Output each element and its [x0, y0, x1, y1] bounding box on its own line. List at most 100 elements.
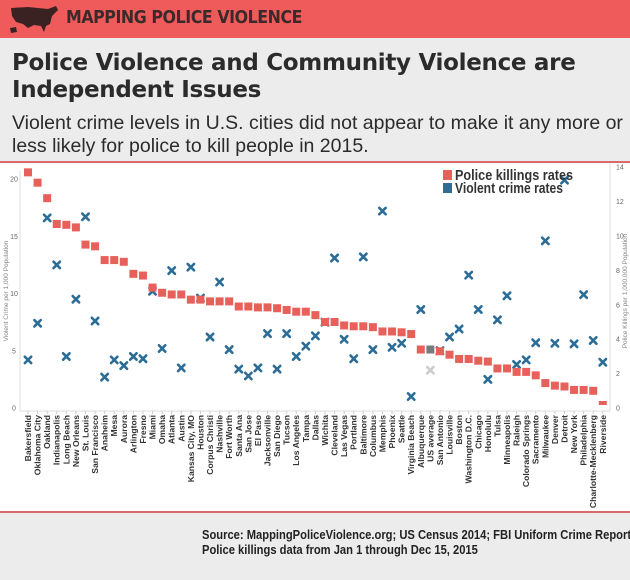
police-killing-marker — [340, 321, 349, 330]
crime-rate-marker — [588, 335, 598, 345]
crime-rate-marker — [33, 318, 43, 328]
crime-rate-marker — [186, 262, 196, 272]
legend: Police killings rates Violent crime rate… — [443, 167, 573, 197]
x-tick-label: Miami — [148, 415, 158, 439]
crime-rate-marker — [272, 364, 282, 374]
crime-rate-marker — [61, 351, 71, 361]
x-tick-label: Las Vegas — [339, 415, 349, 457]
crime-rate-marker — [397, 338, 407, 348]
police-killing-marker — [579, 385, 588, 394]
crime-rate-marker — [550, 338, 560, 348]
police-killing-marker — [91, 242, 100, 251]
police-killing-marker — [244, 302, 253, 311]
crime-rate-marker — [80, 212, 90, 222]
police-killing-marker — [320, 318, 329, 326]
legend-label-police: Police killings rates — [455, 167, 573, 184]
police-killing-marker — [541, 379, 550, 388]
x-tick-label: Phoenix — [387, 415, 397, 449]
police-killing-marker — [186, 295, 195, 304]
police-killing-marker — [263, 303, 272, 312]
right-axis-title: Police Killings per 1,000,000 Population — [622, 233, 629, 348]
police-killing-marker — [311, 311, 320, 320]
x-tick-label: Minneapolis — [502, 415, 512, 465]
crime-rate-marker — [71, 294, 81, 304]
x-tick-label: Arlington — [128, 415, 138, 453]
x-tick-label: Omaha — [157, 415, 167, 444]
police-killing-marker — [330, 318, 339, 326]
crime-rate-marker — [310, 331, 320, 341]
crime-rate-marker — [454, 324, 464, 334]
x-tick-label: New Orleans — [71, 415, 81, 467]
x-tick-label: Philadelphia — [579, 415, 589, 466]
police-killing-marker — [349, 322, 358, 331]
crime-rate-marker — [540, 236, 550, 246]
x-tick-label: Austin — [176, 415, 186, 442]
x-tick-label: Bakersfield — [23, 415, 33, 461]
crime-rate-marker — [559, 175, 569, 185]
police-killing-marker — [138, 271, 147, 280]
x-tick-label: Tulsa — [492, 415, 502, 437]
x-tick-label: Kansas City, MO — [186, 415, 196, 482]
crime-rate-marker — [23, 355, 33, 365]
x-tick-label: Baltimore — [358, 415, 368, 455]
crime-rate-marker — [138, 354, 148, 364]
left-tick-label: 0 — [12, 406, 16, 413]
brand-name: MAPPING POLICE VIOLENCE — [66, 7, 303, 28]
x-tick-label: Fort Worth — [224, 415, 234, 459]
police-killing-marker — [550, 381, 559, 390]
crime-rate-marker — [521, 355, 531, 365]
crime-rate-marker — [205, 332, 215, 342]
crime-rate-marker — [445, 332, 455, 342]
crime-rate-marker — [339, 334, 349, 344]
crime-rate-marker — [109, 355, 119, 365]
police-killing-marker — [225, 297, 234, 306]
right-tick-label: 8 — [616, 268, 620, 275]
left-tick-label: 5 — [12, 348, 16, 355]
police-killing-marker — [474, 356, 483, 365]
police-killing-marker — [503, 364, 511, 373]
source-note: Source: MappingPoliceViolence.org; US Ce… — [202, 527, 630, 557]
left-tick-label: 15 — [10, 234, 18, 241]
x-tick-label: Chicago — [473, 415, 483, 449]
police-killing-marker — [71, 223, 80, 232]
header-bar: MAPPING POLICE VIOLENCE — [0, 0, 630, 38]
right-tick-label: 12 — [616, 199, 624, 206]
police-killing-marker — [100, 256, 109, 265]
right-tick-label: 10 — [616, 234, 624, 241]
left-tick-label: 10 — [10, 291, 18, 298]
x-tick-label: Honolulu — [483, 415, 493, 452]
legend-label-crime: Violent crime rates — [455, 180, 563, 197]
police-killing-marker — [493, 364, 502, 373]
x-tick-label: Washington D.C. — [464, 415, 474, 483]
left-tick-label: 20 — [10, 177, 18, 184]
x-tick-label: Portland — [349, 415, 359, 450]
legend-swatch-crime — [443, 183, 452, 193]
crime-rate-marker — [330, 253, 340, 263]
x-tick-label: Virginia Beach — [406, 415, 416, 475]
source-line-1: Source: MappingPoliceViolence.org; US Ce… — [202, 527, 630, 542]
crime-rate-marker — [100, 372, 110, 382]
police-killing-marker — [234, 302, 243, 311]
police-killing-marker — [378, 327, 387, 336]
x-tick-label: Aurora — [119, 415, 129, 443]
x-tick-label: Denver — [550, 414, 560, 444]
police-killing-marker — [435, 347, 444, 356]
crime-rate-marker — [387, 342, 397, 352]
police-killing-marker — [196, 295, 205, 304]
crime-rate-marker — [282, 329, 292, 339]
x-tick-label: Albuquerque — [416, 415, 426, 468]
x-tick-label: Jacksonville — [263, 415, 273, 466]
crime-rate-marker — [128, 351, 138, 361]
x-tick-label: Oakland — [42, 415, 52, 449]
crime-rate-marker — [42, 213, 52, 223]
x-tick-label: Cleveland — [330, 415, 340, 456]
police-killing-marker — [129, 269, 138, 278]
page-subtitle: Violent crime levels in U.S. cities did … — [12, 112, 623, 157]
x-tick-label: St. Louis — [80, 415, 90, 452]
us-map-logo-icon — [10, 6, 58, 33]
x-tick-label: US average — [425, 415, 435, 462]
police-killing-marker — [62, 220, 71, 229]
police-killing-marker — [110, 256, 119, 265]
x-tick-label: Corpus Christi — [205, 415, 215, 475]
x-tick-label: Indianapolis — [52, 415, 62, 465]
